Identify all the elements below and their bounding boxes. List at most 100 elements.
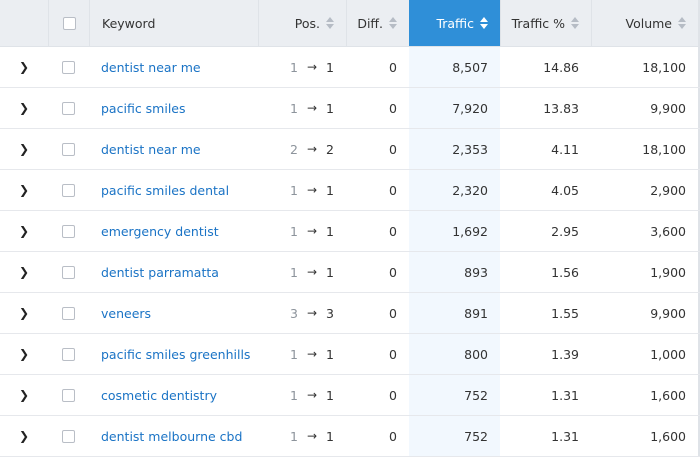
sort-icon[interactable] <box>480 17 488 29</box>
chevron-right-icon[interactable]: ❯ <box>18 224 30 238</box>
chevron-right-icon[interactable]: ❯ <box>18 60 30 74</box>
volume-cell: 1,900 <box>591 252 700 292</box>
previous-position: 1 <box>289 182 298 198</box>
row-checkbox-cell <box>48 47 89 87</box>
row-checkbox[interactable] <box>62 224 75 238</box>
expand-cell: ❯ <box>0 252 48 292</box>
traffic-pct-cell: 14.86 <box>500 47 591 87</box>
pos-column-header[interactable]: Pos. <box>258 0 346 46</box>
traffic-value: 800 <box>464 346 488 362</box>
arrow-right-icon: → <box>306 183 317 197</box>
traffic-pct-cell: 1.56 <box>500 252 591 292</box>
chevron-right-icon[interactable]: ❯ <box>18 306 30 320</box>
row-checkbox[interactable] <box>62 347 75 361</box>
keyword-cell: dentist near me <box>89 129 258 169</box>
row-checkbox[interactable] <box>62 265 75 279</box>
select-all-checkbox[interactable] <box>62 16 76 30</box>
keyword-cell: emergency dentist <box>89 211 258 251</box>
expand-cell: ❯ <box>0 293 48 333</box>
position-cell: 1 → 1 <box>258 252 346 292</box>
keyword-link[interactable]: pacific smiles <box>101 100 186 116</box>
sort-icon[interactable] <box>326 17 334 29</box>
traffic-pct-value: 13.83 <box>543 100 579 116</box>
previous-position: 1 <box>289 346 298 362</box>
current-position: 1 <box>326 387 334 403</box>
sort-icon[interactable] <box>571 17 579 29</box>
row-checkbox[interactable] <box>62 306 75 320</box>
table-row: ❯ pacific smiles greenhills 1 → 1 0 800 … <box>0 334 700 375</box>
volume-cell: 9,900 <box>591 293 700 333</box>
arrow-right-icon: → <box>306 347 317 361</box>
pos-header-label: Pos. <box>294 15 320 31</box>
chevron-right-icon[interactable]: ❯ <box>18 101 30 115</box>
keyword-link[interactable]: cosmetic dentistry <box>101 387 217 403</box>
volume-header-label: Volume <box>625 15 673 31</box>
table-row: ❯ dentist near me 1 → 1 0 8,507 14.86 18… <box>0 47 700 88</box>
keyword-link[interactable]: dentist parramatta <box>101 264 219 280</box>
keyword-link[interactable]: emergency dentist <box>101 223 219 239</box>
chevron-right-icon[interactable]: ❯ <box>18 388 30 402</box>
traffic-pct-column-header[interactable]: Traffic % <box>500 0 591 46</box>
sort-icon[interactable] <box>678 17 686 29</box>
position-cell: 2 → 2 <box>258 129 346 169</box>
row-checkbox[interactable] <box>62 101 75 115</box>
volume-value: 1,600 <box>650 387 686 403</box>
traffic-cell: 752 <box>409 375 500 415</box>
row-scroll-edge <box>698 252 700 292</box>
traffic-value: 752 <box>464 387 488 403</box>
keyword-link[interactable]: pacific smiles dental <box>101 182 230 198</box>
arrow-right-icon: → <box>306 429 317 443</box>
volume-value: 2,900 <box>650 182 686 198</box>
arrow-right-icon: → <box>306 101 317 115</box>
difficulty-value: 0 <box>389 428 397 444</box>
position-cell: 1 → 1 <box>258 416 346 456</box>
current-position: 1 <box>326 182 334 198</box>
table-row: ❯ dentist parramatta 1 → 1 0 893 1.56 1,… <box>0 252 700 293</box>
table-row: ❯ pacific smiles dental 1 → 1 0 2,320 4.… <box>0 170 700 211</box>
row-checkbox[interactable] <box>62 183 75 197</box>
expand-cell: ❯ <box>0 375 48 415</box>
volume-column-header[interactable]: Volume <box>591 0 700 46</box>
sort-icon[interactable] <box>389 17 397 29</box>
difficulty-value: 0 <box>389 141 397 157</box>
chevron-right-icon[interactable]: ❯ <box>18 142 30 156</box>
keyword-cell: cosmetic dentistry <box>89 375 258 415</box>
row-scroll-edge <box>698 170 700 210</box>
traffic-column-header[interactable]: Traffic <box>409 0 500 46</box>
volume-cell: 18,100 <box>591 47 700 87</box>
traffic-pct-value: 4.11 <box>551 141 579 157</box>
chevron-right-icon[interactable]: ❯ <box>18 265 30 279</box>
chevron-right-icon[interactable]: ❯ <box>18 347 30 361</box>
volume-cell: 18,100 <box>591 129 700 169</box>
keyword-column-header[interactable]: Keyword <box>89 0 258 46</box>
current-position: 1 <box>326 223 334 239</box>
row-checkbox-cell <box>48 129 89 169</box>
arrow-right-icon: → <box>306 60 317 74</box>
row-checkbox[interactable] <box>62 388 75 402</box>
previous-position: 1 <box>289 100 298 116</box>
traffic-cell: 7,920 <box>409 88 500 128</box>
traffic-value: 8,507 <box>452 59 488 75</box>
chevron-right-icon[interactable]: ❯ <box>18 429 30 443</box>
row-checkbox-cell <box>48 334 89 374</box>
position-cell: 1 → 1 <box>258 334 346 374</box>
chevron-right-icon[interactable]: ❯ <box>18 183 30 197</box>
row-checkbox-cell <box>48 170 89 210</box>
position-cell: 3 → 3 <box>258 293 346 333</box>
keyword-link[interactable]: pacific smiles greenhills <box>101 346 251 362</box>
keyword-link[interactable]: dentist near me <box>101 141 201 157</box>
keyword-link[interactable]: dentist melbourne cbd <box>101 428 243 444</box>
traffic-cell: 8,507 <box>409 47 500 87</box>
row-checkbox[interactable] <box>62 142 75 156</box>
row-checkbox[interactable] <box>62 429 75 443</box>
current-position: 3 <box>326 305 334 321</box>
row-checkbox[interactable] <box>62 60 75 74</box>
keyword-link[interactable]: dentist near me <box>101 59 201 75</box>
keyword-cell: dentist near me <box>89 47 258 87</box>
table-body: ❯ dentist near me 1 → 1 0 8,507 14.86 18… <box>0 47 700 457</box>
row-scroll-edge <box>698 416 700 456</box>
keyword-link[interactable]: veneers <box>101 305 152 321</box>
diff-column-header[interactable]: Diff. <box>346 0 409 46</box>
traffic-cell: 752 <box>409 416 500 456</box>
